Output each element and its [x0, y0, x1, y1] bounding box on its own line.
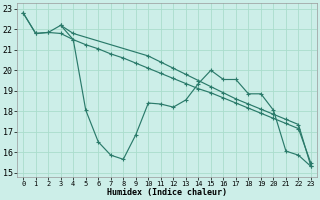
X-axis label: Humidex (Indice chaleur): Humidex (Indice chaleur) [107, 188, 227, 197]
